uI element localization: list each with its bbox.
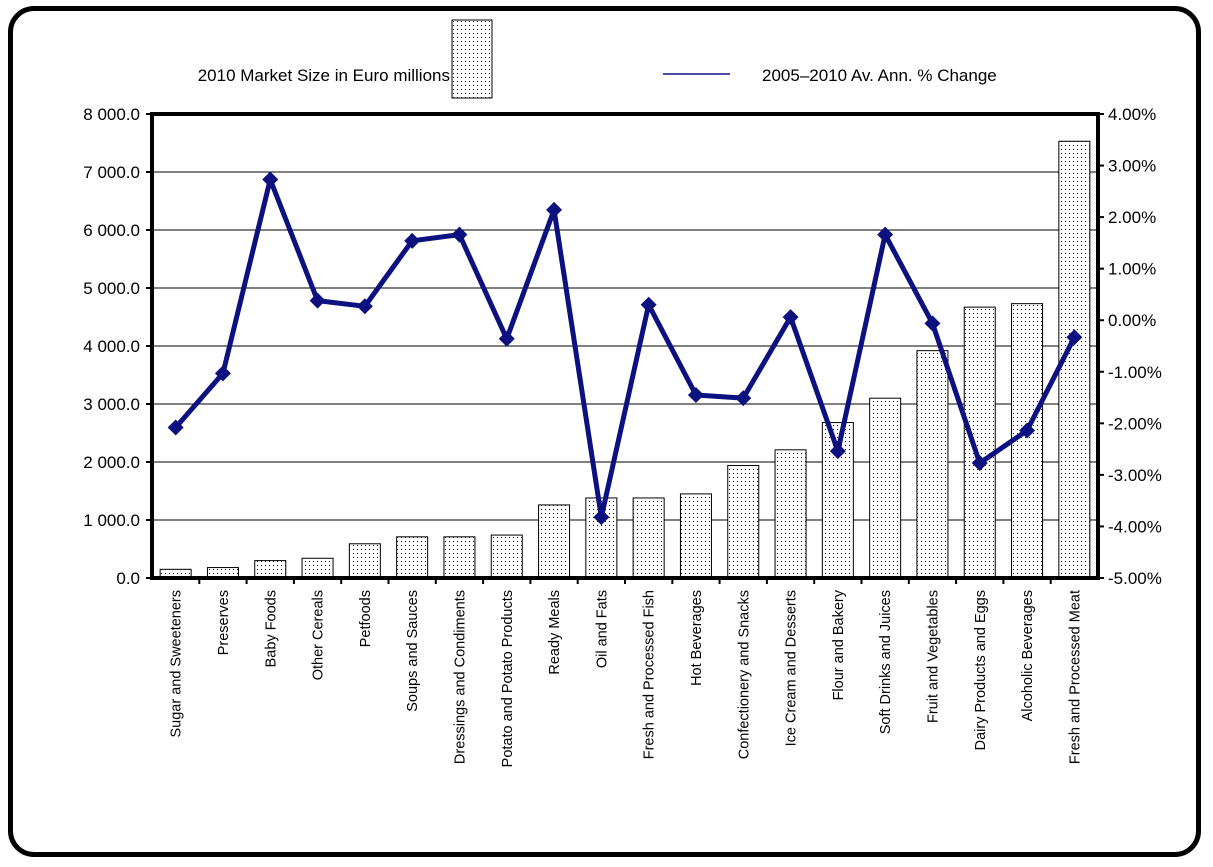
- bar: [396, 536, 429, 579]
- line-point: [1066, 329, 1083, 346]
- chart-frame: [8, 6, 1201, 857]
- x-tick-label: Soft Drinks and Juices: [878, 590, 894, 734]
- y2-tick-label: 4.00%: [1108, 105, 1156, 124]
- x-tick-label: Dressings and Condiments: [452, 590, 468, 764]
- x-tick-label: Oil and Fats: [594, 590, 610, 668]
- x-tick-label: Soups and Sauces: [405, 590, 421, 712]
- x-tick-label: Sugar and Sweeteners: [169, 590, 185, 738]
- x-tick-label: Fresh and Processed Fish: [642, 590, 658, 759]
- line-point: [735, 390, 752, 407]
- bar: [443, 536, 476, 579]
- line-point: [404, 232, 421, 249]
- line-point: [167, 419, 184, 436]
- y2-tick-label: 3.00%: [1108, 157, 1156, 176]
- bar: [869, 397, 902, 579]
- y-tick-label: 6 000.0: [83, 221, 140, 240]
- x-tick-label: Fruit and Vegetables: [925, 590, 941, 723]
- x-tick-label: Alcoholic Beverages: [1020, 590, 1036, 721]
- series-line: [173, 176, 1077, 520]
- x-tick-label: Hot Beverages: [689, 590, 705, 686]
- x-tick-label: Dairy Products and Eggs: [973, 590, 989, 750]
- y2-tick-label: -1.00%: [1108, 363, 1162, 382]
- x-tick-label: Flour and Bakery: [831, 589, 847, 700]
- bar: [348, 543, 381, 579]
- y-tick-label: 8 000.0: [83, 105, 140, 124]
- y-tick-label: 4 000.0: [83, 337, 140, 356]
- y-axis-right: -5.00% -4.00% -3.00% -2.00% -1.00% 0.00% 1.00%…: [1098, 105, 1162, 588]
- x-tick-label: Confectionery and Snacks: [736, 590, 752, 759]
- line-point: [498, 330, 515, 347]
- bar: [301, 557, 334, 579]
- x-axis: Sugar and Sweeteners Preserves Baby Foods O…: [169, 578, 1083, 767]
- y-tick-label: 7 000.0: [83, 163, 140, 182]
- line-point: [640, 296, 657, 313]
- line-point: [782, 309, 799, 326]
- y-tick-label: 5 000.0: [83, 279, 140, 298]
- bar: [774, 449, 807, 579]
- legend-line-label: 2005–2010 Av. Ann. % Change: [762, 66, 997, 85]
- y2-tick-label: -4.00%: [1108, 517, 1162, 536]
- bar: [254, 560, 287, 579]
- line-point: [593, 509, 610, 526]
- line-series: [167, 171, 1083, 526]
- y-tick-label: 0.0: [116, 569, 140, 588]
- line-point: [214, 365, 231, 382]
- line-point: [309, 292, 326, 309]
- legend-bar-label: 2010 Market Size in Euro millions: [198, 66, 450, 85]
- legend-bar-swatch: [451, 19, 493, 99]
- y2-tick-label: 1.00%: [1108, 260, 1156, 279]
- line-point: [877, 226, 894, 243]
- y2-tick-label: 0.00%: [1108, 311, 1156, 330]
- x-tick-label: Petfoods: [358, 590, 374, 647]
- x-tick-label: Preserves: [216, 590, 232, 655]
- line-point: [262, 171, 279, 188]
- line-point: [546, 201, 563, 218]
- gridlines: [152, 171, 1098, 521]
- x-tick-label: Baby Foods: [263, 590, 279, 667]
- line-point: [971, 455, 988, 472]
- y2-tick-label: -5.00%: [1108, 569, 1162, 588]
- bar: [679, 493, 712, 579]
- line-point: [1019, 422, 1036, 439]
- bar: [632, 497, 665, 579]
- bar: [727, 464, 760, 579]
- bar: [916, 350, 949, 579]
- bar: [963, 306, 996, 579]
- y2-tick-label: -2.00%: [1108, 414, 1162, 433]
- x-tick-label: Ice Cream and Desserts: [784, 590, 800, 746]
- line-point: [451, 226, 468, 243]
- y-axis-left: 0.0 1 000.0 2 000.0 3 000.0 4 000.0 5 000.0 6 …: [83, 105, 152, 588]
- bar: [1011, 303, 1044, 579]
- bar: [490, 534, 523, 579]
- line-point: [829, 443, 846, 460]
- bars: [159, 140, 1091, 579]
- y2-tick-label: 2.00%: [1108, 208, 1156, 227]
- y-tick-label: 3 000.0: [83, 395, 140, 414]
- line-point: [924, 315, 941, 332]
- x-tick-label: Other Cereals: [311, 590, 327, 680]
- line-point: [687, 386, 704, 403]
- y-tick-label: 1 000.0: [83, 511, 140, 530]
- y2-tick-label: -3.00%: [1108, 466, 1162, 485]
- line-point: [356, 298, 373, 315]
- x-tick-label: Ready Meals: [547, 590, 563, 675]
- x-tick-label: Potato and Potato Products: [500, 590, 516, 767]
- y-tick-label: 2 000.0: [83, 453, 140, 472]
- legend: 2010 Market Size in Euro millions 2005–2…: [198, 19, 997, 99]
- x-tick-label: Fresh and Processed Meat: [1067, 590, 1083, 764]
- bar: [538, 504, 571, 579]
